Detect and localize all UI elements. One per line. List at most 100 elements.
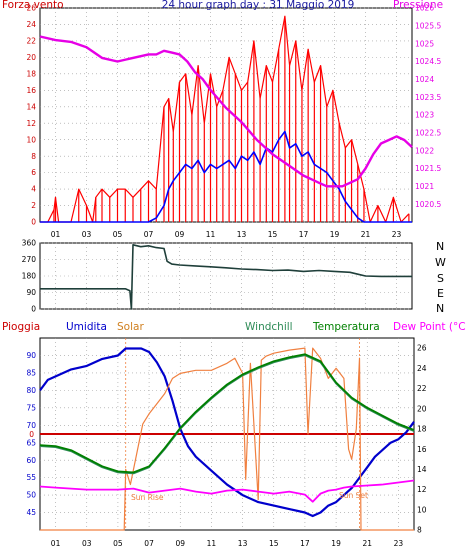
temperature-label: Temperatura <box>312 321 380 333</box>
wind-x-tick-11: 11 <box>206 230 216 239</box>
wind-left-tick-16: 16 <box>26 86 36 95</box>
dewpoint-series <box>39 479 415 503</box>
direction-left-tick-90: 90 <box>26 288 36 297</box>
wind-left-axis-label: Forza vento <box>2 0 64 11</box>
pressure-series <box>39 35 413 188</box>
weather-x-tick-11: 11 <box>207 539 217 548</box>
weather-header-labels: Pioggia Umidita Solar Windchill Temperat… <box>2 321 466 333</box>
wind-series <box>39 15 413 223</box>
weather-chart: Pioggia Umidita Solar Windchill Temperat… <box>2 321 466 548</box>
direction-axis-ticks: 0 90 180 270 360 <box>22 239 37 314</box>
sunrise-label: Sun Rise <box>131 493 164 502</box>
wind-chart: 24 hour graph day : 31 Maggio 2019 Forza… <box>2 0 443 239</box>
wind-right-tick-1023-5: 1023.5 <box>415 93 441 102</box>
weather-left-tick-65: 65 <box>26 438 36 447</box>
weather-right-tick-22: 22 <box>417 384 427 393</box>
weather-x-tick-01: 01 <box>51 539 61 548</box>
weather-left-tick-70: 70 <box>26 421 36 430</box>
weather-x-tick-13: 13 <box>238 539 248 548</box>
wind-x-tick-19: 19 <box>330 230 340 239</box>
wind-x-tick-03: 03 <box>82 230 92 239</box>
humidity-label: Umidita <box>66 321 107 333</box>
temperature-series <box>39 353 415 474</box>
wind-left-tick-24: 24 <box>26 20 36 29</box>
wind-left-tick-12: 12 <box>26 119 36 128</box>
weather-left-tick-60: 60 <box>26 456 36 465</box>
weather-right-tick-12: 12 <box>417 485 427 494</box>
weather-right-tick-16: 16 <box>417 445 427 454</box>
wind-x-tick-09: 09 <box>175 230 185 239</box>
wind-right-tick-1020-5: 1020.5 <box>415 200 441 209</box>
wind-right-tick-1025-5: 1025.5 <box>415 21 441 30</box>
wind-left-tick-18: 18 <box>26 69 36 78</box>
wind-x-tick-07: 07 <box>144 230 154 239</box>
weather-x-tick-07: 07 <box>144 539 154 548</box>
direction-series <box>40 244 412 310</box>
solar-label: Solar <box>117 321 144 333</box>
weather-right-tick-14: 14 <box>417 465 427 474</box>
compass-label-s: S <box>437 272 444 285</box>
weather-x-tick-15: 15 <box>269 539 279 548</box>
weather-left-tick-80: 80 <box>26 386 36 395</box>
weather-series <box>39 338 415 531</box>
wind-right-tick-1025: 1025 <box>415 39 434 48</box>
rain-axis-tick-0: 0 <box>29 430 34 439</box>
compass-label-w: W <box>435 256 446 269</box>
direction-left-tick-180: 180 <box>22 272 37 281</box>
weather-x-tick-19: 19 <box>331 539 341 548</box>
direction-chart: 0 90 180 270 360 N W S E N <box>22 239 446 315</box>
wind-left-tick-0: 0 <box>31 218 36 227</box>
dewpoint-label: Dew Point (°C) <box>393 321 466 333</box>
wind-x-tick-13: 13 <box>237 230 247 239</box>
wind-right-tick-1022-5: 1022.5 <box>415 128 441 137</box>
weather-left-tick-85: 85 <box>26 369 36 378</box>
weather-left-tick-45: 45 <box>26 508 36 517</box>
weather-axis-ticks: 01 03 05 07 09 11 13 15 17 19 21 234550556065707580… <box>26 344 426 548</box>
weather-x-tick-05: 05 <box>113 539 123 548</box>
wind-right-tick-1021-5: 1021.5 <box>415 164 441 173</box>
weather-x-tick-03: 03 <box>82 539 92 548</box>
wind-average-series <box>40 130 412 223</box>
wind-x-tick-23: 23 <box>392 230 402 239</box>
weather-right-tick-8: 8 <box>417 526 422 535</box>
weather-left-tick-90: 90 <box>26 351 36 360</box>
weather-left-tick-50: 50 <box>26 491 36 500</box>
wind-axis-ticks: 01 03 05 07 09 11 13 15 17 19 21 230246810121416182… <box>26 4 441 239</box>
weather-right-tick-10: 10 <box>417 505 427 514</box>
wind-right-tick-1022: 1022 <box>415 146 434 155</box>
compass-label-n-bottom: N <box>436 302 444 315</box>
wind-left-tick-20: 20 <box>26 53 36 62</box>
weather-right-tick-24: 24 <box>417 364 427 373</box>
wind-right-tick-1024: 1024 <box>415 75 434 84</box>
weather-left-tick-75: 75 <box>26 403 36 412</box>
weather-right-tick-26: 26 <box>417 344 427 353</box>
wind-right-axis-label: Pressione <box>393 0 443 11</box>
weather-left-tick-55: 55 <box>26 473 36 482</box>
solar-series <box>40 347 414 531</box>
sunset-label: Sun Set <box>339 491 368 500</box>
windchill-label: Windchill <box>245 321 293 333</box>
wind-gust-line <box>40 15 410 223</box>
wind-x-tick-15: 15 <box>268 230 278 239</box>
wind-right-tick-1026: 1026 <box>415 4 434 13</box>
wind-left-tick-14: 14 <box>26 102 36 111</box>
compass-label-n-top: N <box>436 240 444 253</box>
wind-direction-series <box>40 244 412 310</box>
wind-x-tick-21: 21 <box>361 230 371 239</box>
wind-left-tick-6: 6 <box>31 168 36 177</box>
weather-right-tick-20: 20 <box>417 404 427 413</box>
weather-right-tick-18: 18 <box>417 425 427 434</box>
wind-right-tick-1023: 1023 <box>415 111 434 120</box>
wind-chart-title: 24 hour graph day : 31 Maggio 2019 <box>162 0 355 11</box>
wind-left-tick-26: 26 <box>26 4 36 13</box>
wind-x-tick-05: 05 <box>113 230 123 239</box>
wind-x-tick-01: 01 <box>51 230 61 239</box>
wind-plot-frame <box>39 7 413 223</box>
wind-left-tick-10: 10 <box>26 135 36 144</box>
wind-right-tick-1024-5: 1024.5 <box>415 57 441 66</box>
direction-plot-frame <box>39 242 413 310</box>
rain-label: Pioggia <box>2 321 40 333</box>
direction-left-tick-0: 0 <box>31 305 36 314</box>
wind-left-tick-2: 2 <box>31 201 36 210</box>
